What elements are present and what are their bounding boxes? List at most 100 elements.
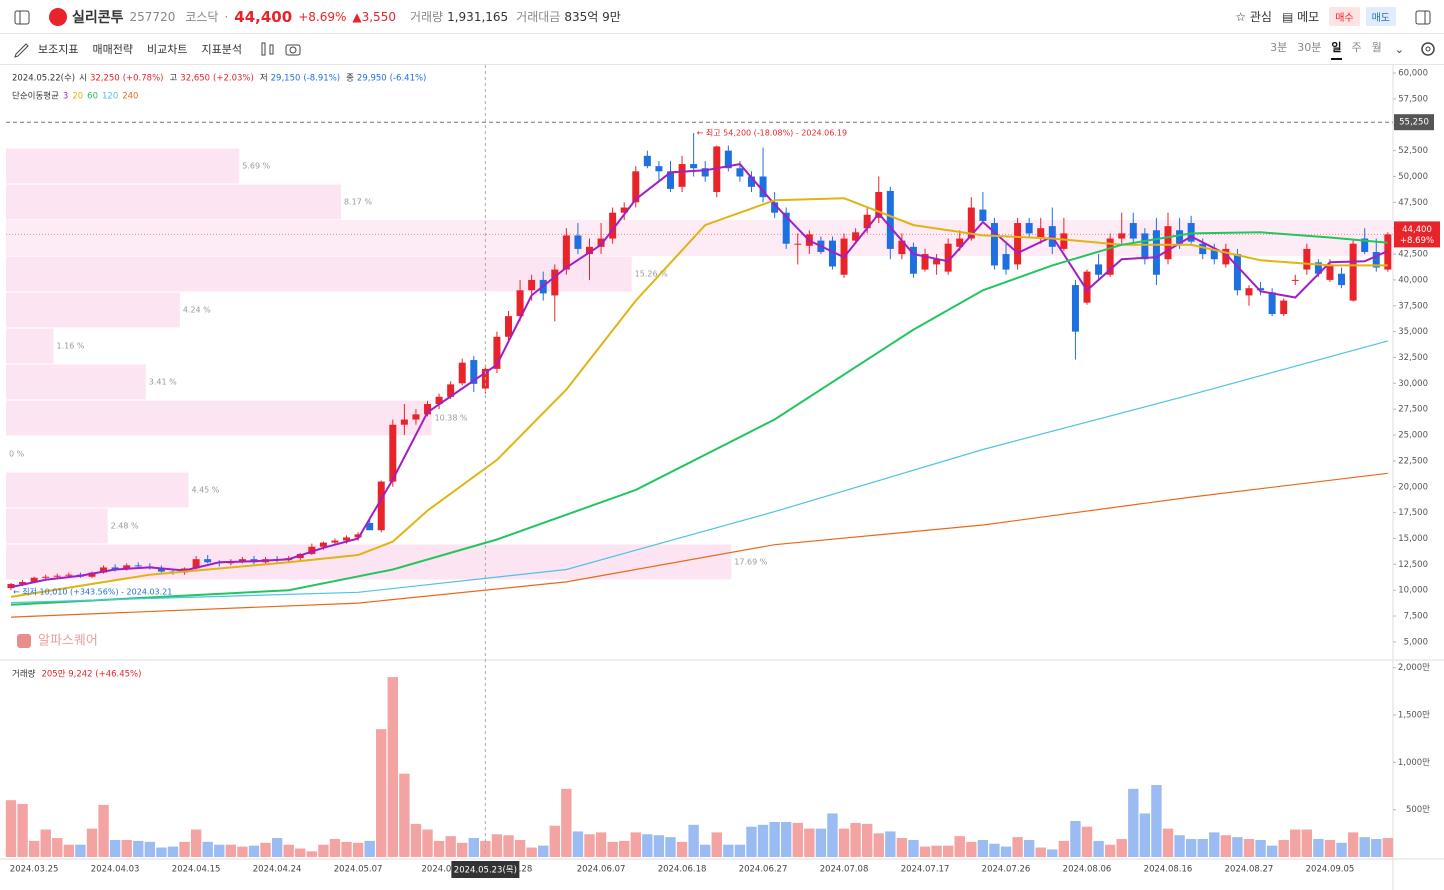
- volume-bar: [619, 840, 630, 857]
- period[interactable]: 30분: [1297, 40, 1322, 54]
- candle-body: [759, 176, 767, 198]
- y-tick-label: 5,000: [1404, 637, 1428, 647]
- y-tick-label: 60,000: [1398, 69, 1428, 79]
- candle-body: [1233, 254, 1241, 291]
- x-tick-label: 2024.05.07: [334, 865, 383, 875]
- candle-body: [747, 176, 755, 187]
- memo-button[interactable]: ▤ 메모: [1281, 10, 1320, 24]
- volume-bar: [746, 826, 757, 857]
- candle-body: [643, 155, 651, 167]
- profile-label: 8.17 %: [344, 198, 372, 207]
- volume-bar: [561, 788, 572, 857]
- candle-body: [1106, 238, 1114, 275]
- x-tick-label: 2024.07.08: [820, 865, 869, 875]
- volume-info: 205만 9,242 (+46.45%): [41, 670, 141, 680]
- period[interactable]: 일: [1331, 39, 1342, 60]
- panel-toggle[interactable]: [1396, 0, 1444, 34]
- watch-button[interactable]: ☆ 관심: [1235, 10, 1272, 24]
- candle-body: [875, 192, 883, 218]
- volume-bar: [885, 831, 896, 857]
- candle-body: [724, 150, 732, 169]
- watch-text: 관심: [1249, 10, 1272, 24]
- volume-bar: [17, 803, 28, 857]
- volume-bar: [1197, 839, 1208, 857]
- candle-body: [528, 279, 536, 291]
- candle-body: [574, 235, 582, 249]
- tool-items: 보조지표 매매전략 비교차트 지표분석: [38, 41, 256, 57]
- y-tick-label: 40,000: [1398, 275, 1428, 285]
- volume-bar: [1347, 832, 1359, 857]
- ref-label: 55,250: [1399, 118, 1429, 128]
- tool-item[interactable]: 매매전략: [92, 43, 133, 56]
- candle-body: [678, 164, 686, 187]
- ma-line: [10, 231, 1388, 606]
- tool-item[interactable]: 보조지표: [38, 43, 79, 56]
- volume-bar: [977, 839, 989, 857]
- volume-bar: [711, 832, 722, 857]
- volume-bar: [850, 822, 861, 857]
- candle-body: [366, 522, 374, 531]
- stock-logo: [49, 7, 67, 26]
- candle-body: [655, 166, 663, 172]
- info-change: (+2.03%): [213, 74, 254, 84]
- candle-body: [979, 209, 987, 221]
- info-change: (+0.78%): [123, 74, 164, 84]
- stock-name: 실리콘투: [72, 9, 124, 26]
- candle-body: [1060, 233, 1068, 249]
- volume-bar: [1023, 839, 1035, 857]
- volume-tick-label: 1,500만: [1398, 710, 1430, 720]
- draw-tool[interactable]: [0, 34, 38, 64]
- volume-bar: [318, 844, 329, 857]
- volume-bar: [491, 834, 503, 857]
- volume-bar: [734, 844, 746, 857]
- profile-label: 4.45 %: [191, 485, 219, 494]
- volume-bar: [642, 834, 653, 857]
- volume-bar: [457, 842, 468, 857]
- volume-bar: [1301, 829, 1313, 857]
- periods: 3분 30분 일 주 월: [1265, 39, 1387, 60]
- y-tick-label: 17,500: [1398, 508, 1428, 518]
- crosshair-label: 2024.05.23(목): [454, 866, 517, 876]
- tool-item[interactable]: 비교차트: [146, 43, 188, 56]
- candle-body: [19, 581, 27, 584]
- candle-body: [782, 212, 790, 244]
- period[interactable]: 3분: [1270, 40, 1288, 54]
- volume-tick-label: 1,000만: [1398, 758, 1430, 768]
- volume-bar: [75, 844, 86, 857]
- tool-item[interactable]: 지표분석: [201, 43, 242, 56]
- sidebar-toggle[interactable]: [0, 0, 44, 34]
- volume-bar: [190, 829, 202, 857]
- price-label-box: [1394, 221, 1440, 248]
- volume-bar: [283, 844, 294, 857]
- volume-bar: [1139, 813, 1151, 857]
- extra-tools[interactable]: [256, 34, 316, 64]
- volume-bar: [364, 840, 375, 857]
- market: 코스닥: [185, 10, 219, 24]
- sell-button[interactable]: 매도: [1365, 7, 1396, 26]
- volume-bar: [526, 847, 537, 857]
- period[interactable]: 주: [1351, 40, 1362, 54]
- volume-bar: [549, 825, 560, 857]
- profile-bar: [6, 364, 146, 400]
- buy-button[interactable]: 매수: [1329, 7, 1360, 26]
- volume-bar: [1220, 835, 1232, 857]
- volume-bar: [156, 847, 167, 857]
- candle-body: [343, 537, 351, 541]
- candle-body: [308, 546, 316, 554]
- y-tick-label: 25,000: [1398, 431, 1428, 441]
- volume-bar: [5, 800, 17, 857]
- info-label: 고: [169, 74, 177, 84]
- crosshair-label-box: [451, 861, 520, 878]
- y-tick-label: 37,500: [1398, 301, 1428, 311]
- candle-body: [400, 419, 408, 425]
- period[interactable]: 월: [1371, 40, 1382, 54]
- volume-bar: [1185, 839, 1197, 857]
- x-tick-label: 2024.06.18: [658, 865, 707, 875]
- settings[interactable]: [1412, 34, 1444, 64]
- info-value: 29,150: [271, 74, 301, 84]
- volume-bar: [1174, 835, 1185, 857]
- volume-bar: [202, 841, 213, 857]
- y-tick-label: 15,000: [1398, 534, 1428, 544]
- volume-bar: [167, 846, 179, 857]
